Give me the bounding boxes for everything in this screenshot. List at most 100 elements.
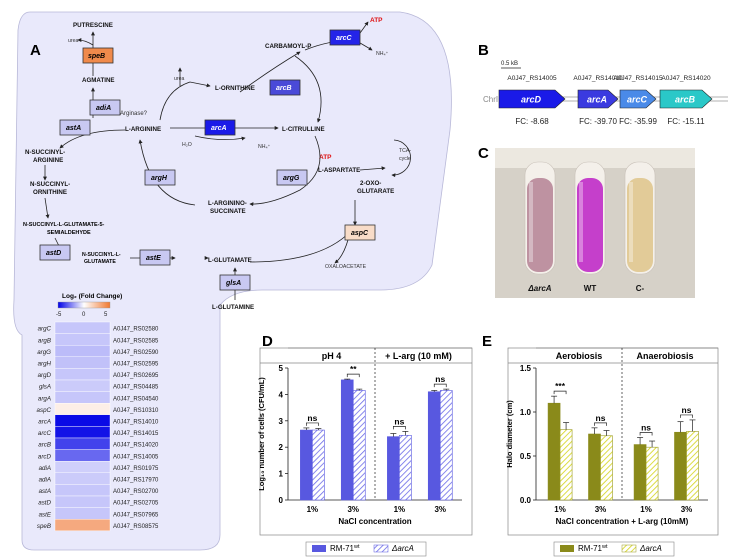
heatmap-gene-label: astE <box>39 511 52 518</box>
heatmap-cell <box>54 333 111 346</box>
significance-label: ns <box>394 416 404 426</box>
bar <box>559 429 573 501</box>
heatmap-locus-label: A0J47_RS02700 <box>113 489 159 495</box>
x-axis-label: NaCl concentration + L-arg (10mM) <box>556 517 689 526</box>
y-tick-label: 1.5 <box>520 364 532 373</box>
heatmap-cell <box>54 472 111 485</box>
met-tca-2: cycle <box>399 156 411 162</box>
enzyme-arcB: arcB <box>269 79 301 96</box>
heatmap-gene-label: adiA <box>39 477 51 484</box>
y-tick-label: 1 <box>279 470 284 479</box>
gene-locus: A0J47_RS14005 <box>507 75 557 82</box>
met-agmatine: AGMATINE <box>82 77 115 84</box>
heatmap-locus-label: A0J47_RS02585 <box>113 338 159 344</box>
heatmap-locus-label: A0J47_RS07965 <box>113 512 159 518</box>
met-nh4-mid: NH₄⁺ <box>258 144 271 150</box>
heatmap-cell <box>54 426 111 439</box>
heatmap-gene-label: argB <box>38 337 51 344</box>
enzyme-glsA: glsA <box>219 274 251 291</box>
svg-text:argH: argH <box>151 175 168 182</box>
x-tick-label: 3% <box>681 505 693 514</box>
legend-swatch-mut <box>621 544 637 553</box>
svg-text:adiA: adiA <box>96 105 111 112</box>
heatmap-locus-label: A0J47_RS17970 <box>113 478 159 484</box>
x-axis-label: NaCl concentration <box>338 517 411 526</box>
bar <box>633 444 647 501</box>
svg-text:astE: astE <box>146 255 161 262</box>
panel-a: A PUTRESCINE urea AGMATINE urea L-ORNITH… <box>13 11 452 551</box>
enzyme-arcC: arcC <box>329 29 361 46</box>
x-tick-label: 1% <box>640 505 652 514</box>
heatmap-locus-label: A0J47_RS02695 <box>113 373 159 379</box>
significance-bracket <box>594 422 607 426</box>
panel-e-label: E <box>482 333 492 350</box>
y-tick-label: 0 <box>279 496 284 505</box>
tube-label: C- <box>636 284 645 293</box>
met-arginine: L-ARGININE <box>125 126 161 133</box>
x-tick-label: 1% <box>554 505 566 514</box>
enzyme-astA: astA <box>59 119 91 136</box>
met-carbamoyl: CARBAMOYL-P <box>265 43 311 50</box>
met-arginosucc-2: SUCCINATE <box>210 208 246 215</box>
significance-label: ns <box>596 413 606 423</box>
heatmap-locus-label: A0J47_RS02595 <box>113 362 159 368</box>
heatmap-locus-label: A0J47_RS14015 <box>113 431 159 437</box>
legend-label-sup: wt <box>601 544 608 550</box>
gene-arrow-arcB <box>659 89 713 109</box>
gene-arrow-arcC <box>619 89 657 109</box>
gene-fc: FC: -8.68 <box>515 117 549 126</box>
significance-label: ** <box>350 364 357 374</box>
legend-box <box>553 541 675 557</box>
met-glutamate: L-GLUTAMATE <box>208 257 252 264</box>
legend-label-wt: RM-71wt <box>330 544 360 553</box>
enzyme-astD: astD <box>39 244 71 261</box>
significance-label: ns <box>682 405 692 415</box>
enzyme-adiA: adiA <box>89 99 121 116</box>
gene-arrow-arcD <box>498 89 566 109</box>
gene-name: arcB <box>675 95 696 105</box>
tube-label: WT <box>584 284 597 293</box>
group-label: + L-arg (10 mM) <box>385 351 452 361</box>
legend-swatch-wt <box>312 545 326 552</box>
legend-box <box>305 541 427 557</box>
legend-swatch-wt <box>560 545 574 552</box>
gene-name: arcD <box>521 95 542 105</box>
heatmap-cell <box>54 484 111 497</box>
met-citrulline: L-CITRULLINE <box>282 126 325 133</box>
y-axis-label: Log₁₀ number of cells (CFU/mL) <box>257 377 266 491</box>
heatmap-locus-label: A0J47_RS04485 <box>113 385 159 391</box>
tube-shine <box>579 182 583 262</box>
x-tick-label: 1% <box>394 505 406 514</box>
met-nsucc-arg-2: ARGININE <box>33 157 63 164</box>
met-atp-top: ATP <box>370 17 383 24</box>
met-arginosucc-1: L-ARGININO- <box>208 200 247 207</box>
panel-a-label: A <box>30 42 41 59</box>
svg-text:glsA: glsA <box>225 280 241 287</box>
heatmap-gene-label: arcD <box>38 453 52 460</box>
heatmap-locus-label: A0J47_RS14005 <box>113 454 159 460</box>
met-ornithine: L-ORNITHINE <box>215 85 255 92</box>
operon-genes: arcD A0J47_RS14005 FC: -8.68 arcA A0J47_RS14… <box>498 75 713 126</box>
heatmap-cell <box>54 519 111 532</box>
met-nh4-top: NH₄⁺ <box>376 51 389 57</box>
heatmap-gene-label: argG <box>37 349 51 356</box>
bar <box>387 436 400 501</box>
heatmap-gene-label: astD <box>38 500 51 507</box>
legend-label-mut: ΔarcA <box>639 544 662 553</box>
heatmap-gene-label: arcC <box>38 430 52 437</box>
heatmap-locus-label: A0J47_RS02590 <box>113 350 159 356</box>
panel-b-label: B <box>478 42 489 59</box>
chart-d: 0 1 2 3 4 5 Log₁₀ number of cells (CFU/mL) pH 4… <box>257 347 473 557</box>
heatmap-cell <box>54 437 111 450</box>
tube-liquid <box>527 178 553 272</box>
heatmap-cell <box>54 391 111 404</box>
heatmap-title: Log₂ (Fold Change) <box>62 293 122 300</box>
group-label: Anaerobiosis <box>636 351 693 361</box>
svg-text:astD: astD <box>46 250 61 257</box>
heatmap-locus-label: A0J47_RS02580 <box>113 327 159 333</box>
gene-locus: A0J47_RS14010 <box>573 75 623 82</box>
significance-bracket <box>346 373 360 378</box>
x-tick-label: 3% <box>434 505 446 514</box>
gene-fc: FC: -39.70 <box>579 117 617 126</box>
gene-locus: A0J47_RS14020 <box>661 75 711 82</box>
